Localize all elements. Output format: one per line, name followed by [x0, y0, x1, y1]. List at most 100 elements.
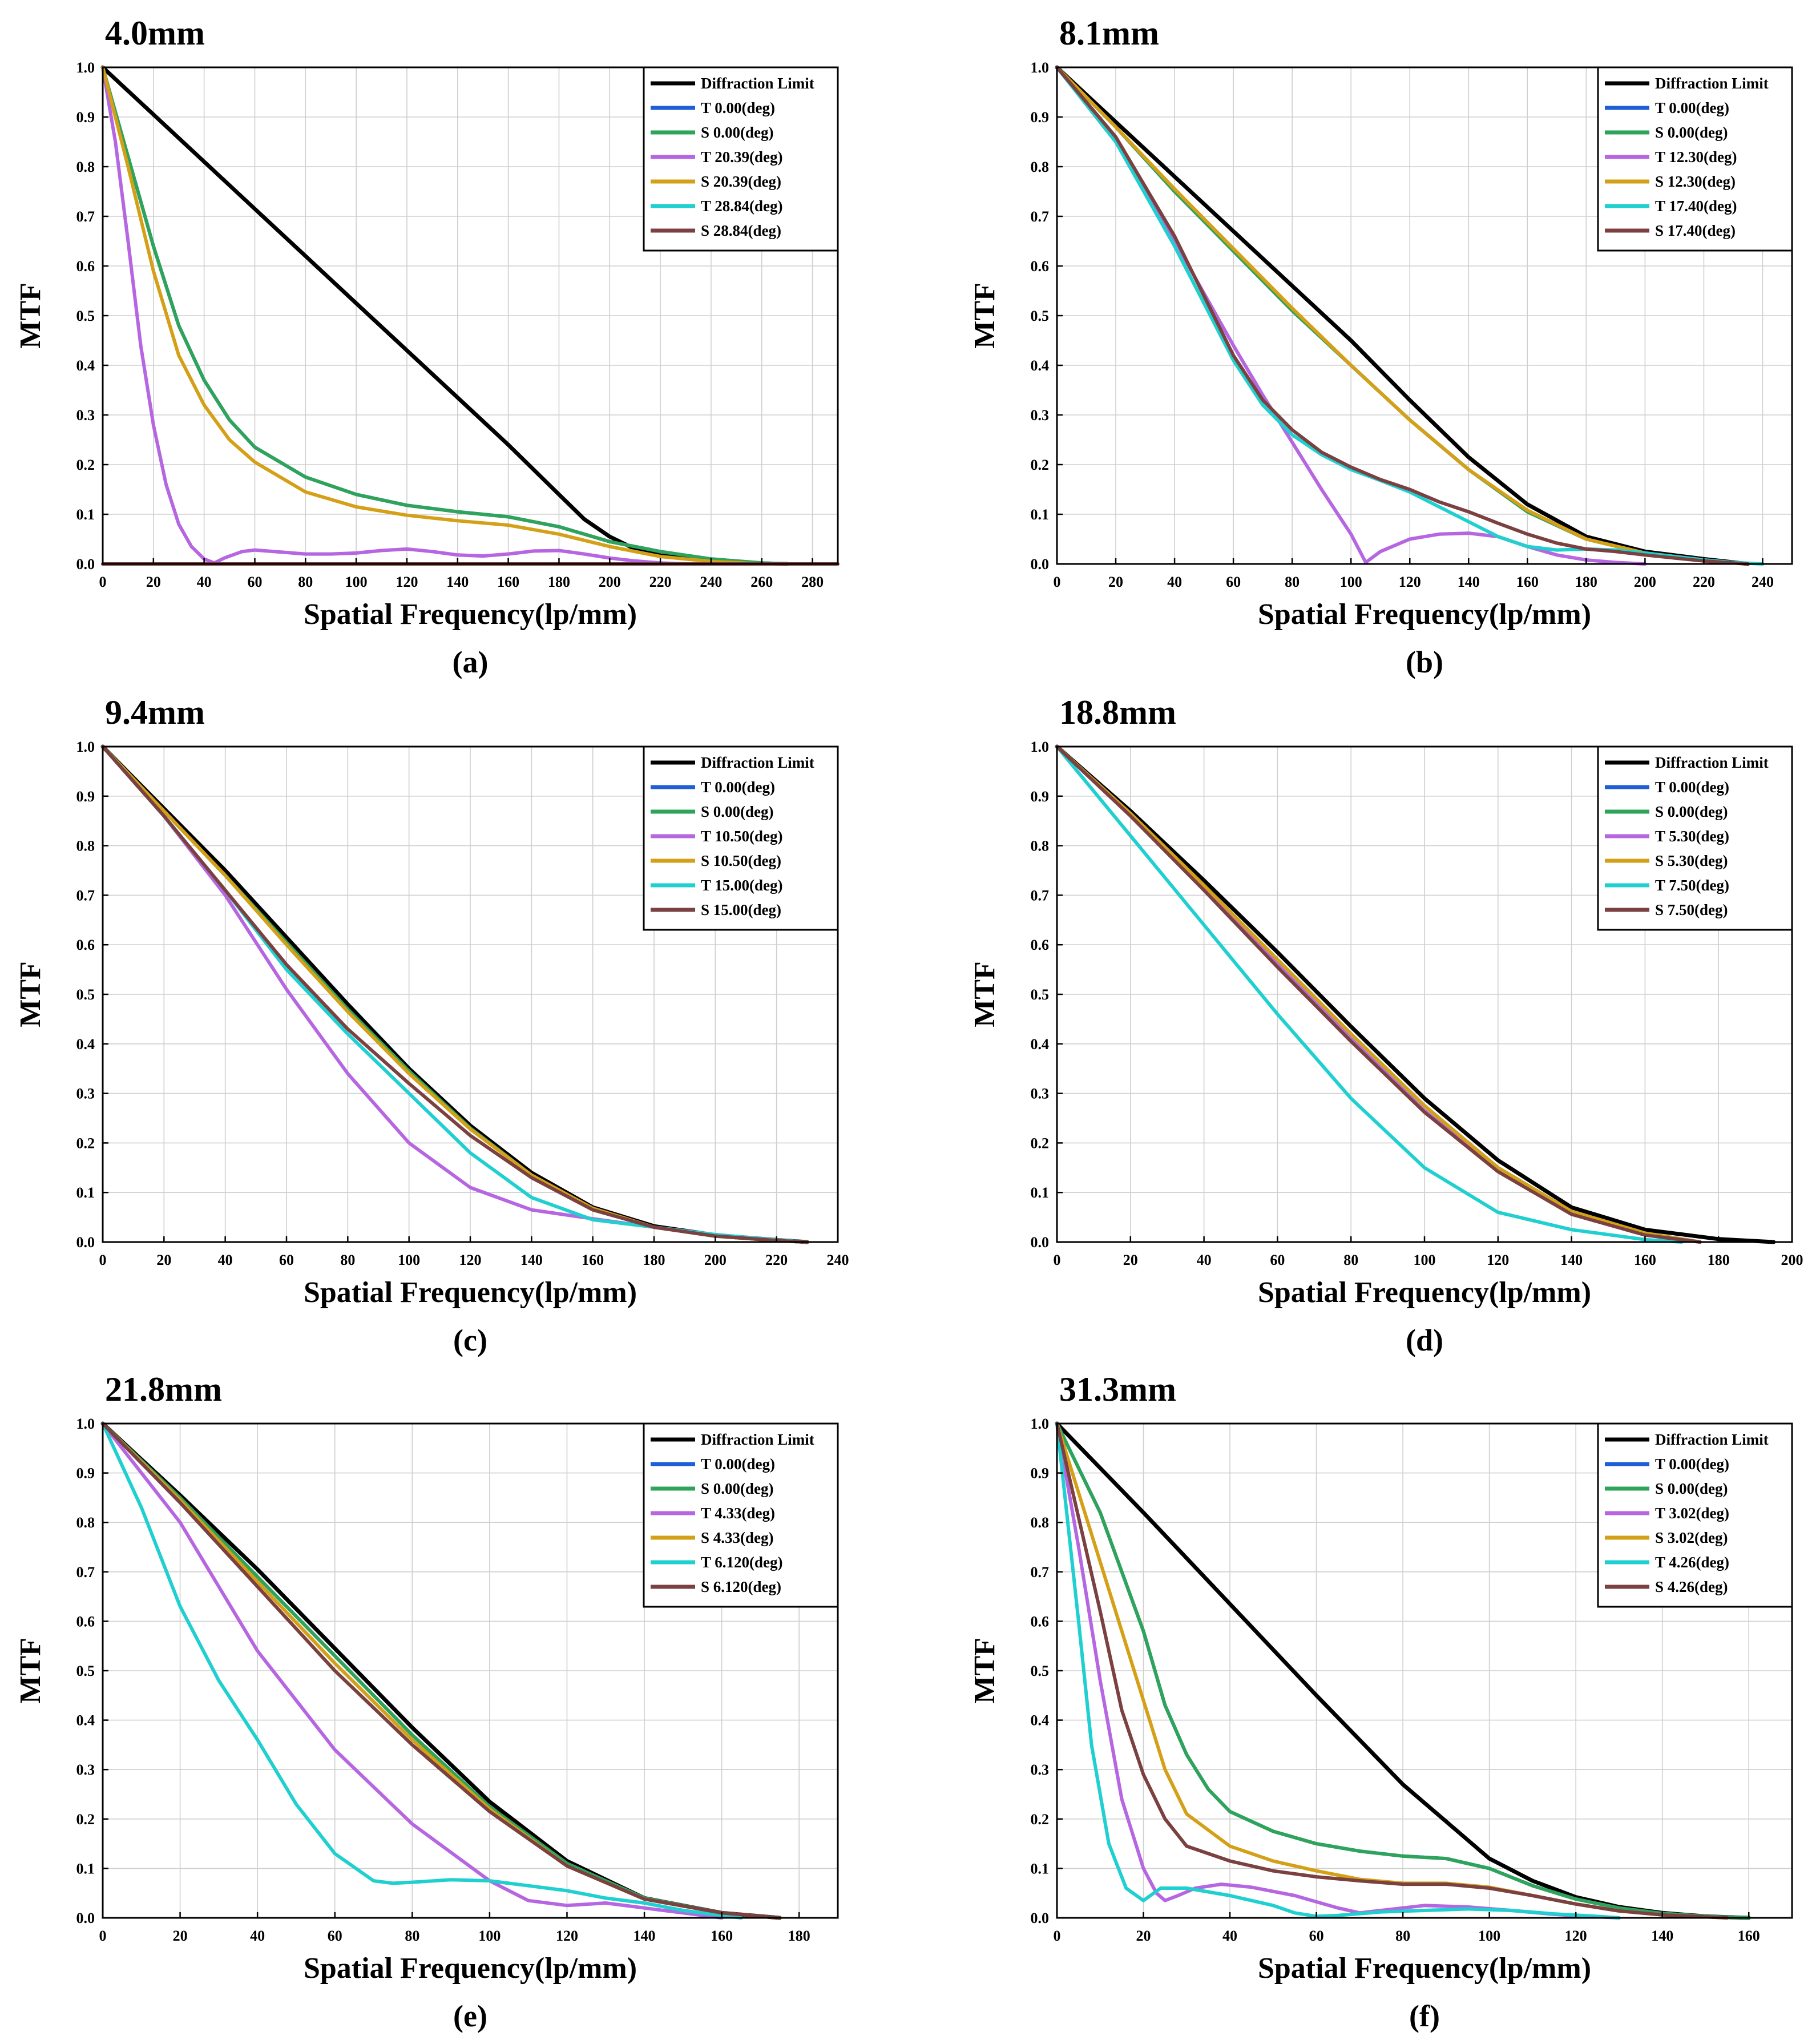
legend-label: S 20.39(deg): [701, 173, 781, 190]
y-tick-label: 0.9: [76, 1465, 95, 1482]
y-tick-label: 1.0: [1031, 1416, 1050, 1432]
y-tick-label: 0.8: [76, 838, 95, 854]
y-tick-label: 0.1: [76, 506, 95, 523]
panel-label: (e): [453, 1999, 487, 2033]
x-tick-label: 140: [1651, 1928, 1673, 1944]
legend-label: T 4.26(deg): [1655, 1554, 1729, 1571]
y-tick-label: 0.1: [1031, 1860, 1050, 1877]
y-tick-label: 0.3: [76, 1761, 95, 1778]
legend-label: S 28.84(deg): [701, 222, 781, 239]
legend-label: S 4.26(deg): [1655, 1578, 1728, 1595]
chart-title: 4.0mm: [105, 14, 205, 52]
legend-label: S 15.00(deg): [701, 901, 781, 918]
series-line-diffraction: [1055, 744, 1776, 1244]
panel-label: (d): [1406, 1323, 1443, 1357]
y-tick-label: 0.7: [1031, 887, 1050, 904]
y-tick-label: 0.5: [76, 986, 95, 1003]
x-tick-label: 180: [1575, 574, 1597, 590]
chart-title: 31.3mm: [1059, 1370, 1176, 1408]
x-tick-label: 160: [1516, 574, 1539, 590]
legend-label: Diffraction Limit: [701, 1431, 814, 1448]
panel-label: (b): [1406, 645, 1443, 679]
y-tick-label: 0.6: [1031, 258, 1050, 275]
legend-label: T 0.00(deg): [1655, 99, 1729, 116]
x-tick-label: 0: [1054, 574, 1061, 590]
x-tick-label: 80: [1343, 1252, 1358, 1268]
x-tick-label: 140: [446, 574, 469, 590]
x-tick-label: 60: [1270, 1252, 1285, 1268]
y-tick-label: 0.5: [76, 1663, 95, 1679]
y-tick-label: 0.0: [76, 1910, 95, 1926]
y-tick-label: 0.7: [76, 208, 95, 225]
y-tick-label: 1.0: [76, 59, 95, 76]
x-tick-label: 80: [405, 1928, 419, 1944]
x-tick-label: 200: [1634, 574, 1656, 590]
x-tick-label: 0: [1054, 1928, 1061, 1944]
x-tick-label: 40: [1222, 1928, 1237, 1944]
x-tick-label: 140: [633, 1928, 656, 1944]
legend-label: T 4.33(deg): [701, 1505, 775, 1522]
series-line-t2: [101, 1422, 743, 1920]
y-tick-label: 0.8: [1031, 1514, 1050, 1531]
x-tick-label: 120: [459, 1252, 482, 1268]
y-tick-label: 0.0: [1031, 1910, 1050, 1926]
x-tick-label: 200: [599, 574, 621, 590]
x-tick-label: 60: [1226, 574, 1241, 590]
mtf-panel-d: 0 20 40 60 80 100 120 140 160 180 200 0.0 0.1 0.2 0.3 0…: [968, 694, 1803, 1357]
legend: Diffraction Limit T 0.00(deg) S 0.00(deg) T…: [643, 745, 839, 931]
x-tick-label: 60: [247, 574, 262, 590]
legend-label: T 0.00(deg): [1655, 1456, 1729, 1473]
mtf-panel-e: 0 20 40 60 80 100 120 140 160 180 0.0 0.1 0.2 0.3 0.4 0…: [14, 1370, 839, 2033]
y-tick-label: 0.1: [1031, 506, 1050, 523]
x-axis-label: Spatial Frequency(lp/mm): [1258, 1952, 1591, 1985]
x-tick-label: 120: [1565, 1928, 1587, 1944]
y-tick-label: 0.9: [76, 109, 95, 126]
x-tick-label: 100: [345, 574, 368, 590]
y-tick-label: 0.6: [76, 1613, 95, 1630]
y-tick-label: 0.0: [76, 1234, 95, 1251]
series-line-t1: [1055, 66, 1647, 566]
x-tick-label: 20: [173, 1928, 188, 1944]
legend-label: T 0.00(deg): [701, 779, 775, 796]
x-tick-label: 40: [1197, 1252, 1212, 1268]
y-tick-label: 0.6: [76, 258, 95, 275]
x-tick-label: 180: [548, 574, 570, 590]
mtf-panel-b: 0 20 40 60 80 100 120 140 160 180 200 220 240 0.0 0.1 0…: [968, 14, 1793, 679]
x-tick-label: 0: [99, 1928, 107, 1944]
y-tick-label: 0.0: [1031, 1234, 1050, 1251]
x-tick-label: 160: [497, 574, 519, 590]
y-tick-label: 0.2: [1031, 1811, 1050, 1828]
legend-label: Diffraction Limit: [701, 75, 814, 92]
series-line-s2: [1055, 1422, 1729, 1920]
x-axis-label: Spatial Frequency(lp/mm): [1258, 1276, 1591, 1309]
x-tick-label: 60: [1309, 1928, 1324, 1944]
x-tick-label: 100: [478, 1928, 501, 1944]
legend-label: S 0.00(deg): [1655, 803, 1728, 820]
series-line-s1: [101, 66, 764, 566]
y-tick-label: 0.3: [1031, 407, 1050, 424]
legend-label: S 3.02(deg): [1655, 1529, 1728, 1546]
y-tick-label: 1.0: [76, 1416, 95, 1432]
mtf-panel-c: 0 20 40 60 80 100 120 140 160 180 200 220 240 0.0 0.1 0…: [14, 694, 849, 1357]
y-tick-label: 0.4: [1031, 1712, 1050, 1729]
y-tick-label: 0.9: [1031, 1465, 1050, 1482]
x-tick-label: 180: [1708, 1252, 1730, 1268]
x-tick-label: 60: [279, 1252, 294, 1268]
x-tick-label: 100: [1340, 574, 1362, 590]
series-line-t1: [101, 66, 688, 566]
legend-label: S 6.120(deg): [701, 1578, 781, 1595]
panel-label: (a): [453, 645, 489, 679]
x-tick-label: 120: [556, 1928, 578, 1944]
x-tick-label: 160: [1738, 1928, 1760, 1944]
y-axis-label: MTF: [14, 961, 47, 1027]
x-tick-label: 20: [146, 574, 161, 590]
x-tick-label: 120: [1487, 1252, 1509, 1268]
x-axis-label: Spatial Frequency(lp/mm): [1258, 598, 1591, 631]
y-tick-label: 0.2: [76, 457, 95, 473]
x-tick-label: 120: [1399, 574, 1421, 590]
x-tick-label: 220: [1693, 574, 1715, 590]
x-tick-label: 60: [328, 1928, 342, 1944]
y-axis-label: MTF: [968, 961, 1001, 1027]
y-tick-label: 0.8: [1031, 159, 1050, 175]
